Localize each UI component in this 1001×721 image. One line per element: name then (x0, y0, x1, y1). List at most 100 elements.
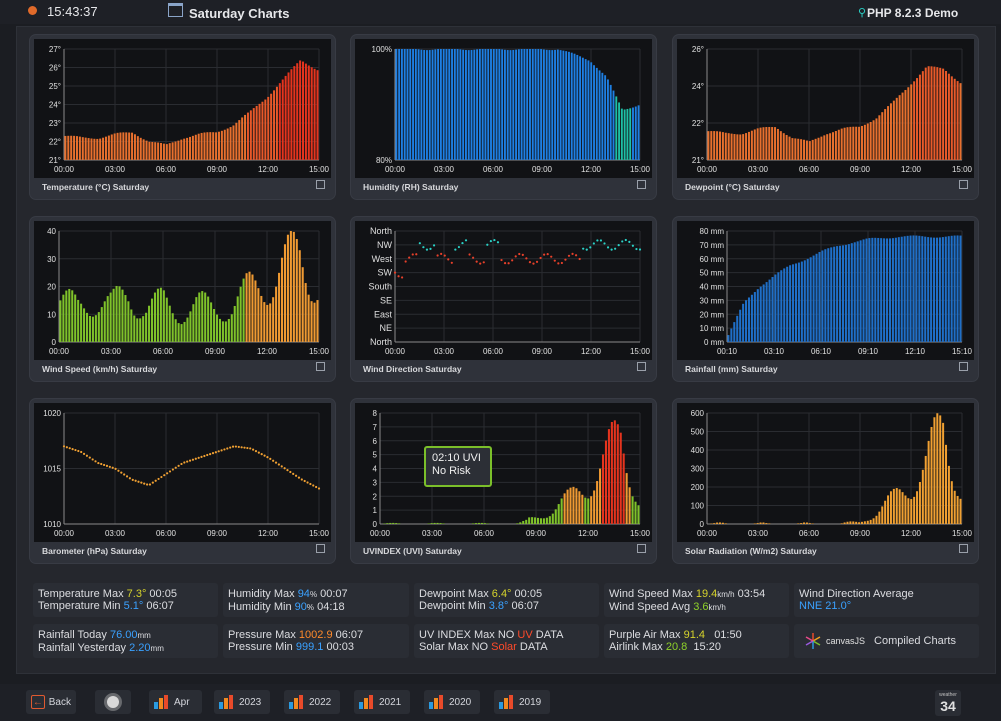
bar (791, 138, 794, 160)
temperature-card: 27° 26° 25° 24° 23° 22° 21° 00:00 03:00 06:00 09:0… (30, 35, 335, 199)
bar (183, 138, 186, 160)
bar (83, 308, 86, 342)
data-point (111, 466, 114, 469)
rainfall-chart-title: Rainfall (mm) Saturday (685, 364, 778, 374)
bar (512, 49, 515, 160)
stat-label: Pressure Min (228, 641, 293, 653)
y-tick-label: 20 (47, 283, 56, 292)
data-point (160, 475, 163, 479)
bar (930, 66, 933, 160)
expand-icon[interactable] (316, 362, 325, 371)
bar (759, 286, 762, 342)
x-tick-label: 00:00 (385, 347, 406, 356)
data-point (610, 248, 613, 251)
stat-time: 04:18 (317, 601, 345, 613)
bar (625, 473, 628, 524)
bar (862, 239, 865, 342)
expand-icon[interactable] (637, 362, 646, 371)
data-point (134, 479, 137, 482)
tooltip-risk: No Risk (432, 465, 471, 477)
year-2021-button[interactable]: 2021 (354, 690, 410, 714)
stat-time: 06:07 (146, 600, 174, 612)
weather34-badge[interactable]: weather 34 (935, 690, 961, 716)
expand-icon[interactable] (637, 544, 646, 553)
bar (516, 523, 519, 524)
bar (945, 444, 948, 524)
expand-icon[interactable] (637, 180, 646, 189)
bar (270, 93, 273, 160)
bar (560, 498, 563, 524)
bar (607, 429, 610, 524)
x-tick-label: 00:00 (697, 529, 718, 538)
year-2020-button[interactable]: 2020 (424, 690, 480, 714)
bar (620, 108, 623, 160)
compiled-charts-link[interactable]: canvasJS Compiled Charts (794, 624, 979, 658)
data-point (120, 471, 123, 474)
y-tick-label: 100% (372, 45, 392, 54)
bar (78, 136, 81, 160)
bar (895, 97, 898, 160)
bar (476, 49, 479, 160)
bar (615, 96, 618, 160)
bar (70, 135, 73, 160)
bar (959, 498, 962, 524)
bar (927, 440, 930, 524)
bar (148, 141, 151, 160)
bar (531, 517, 534, 524)
bar (834, 130, 837, 160)
apr-charts-button[interactable]: Apr (149, 690, 202, 714)
bar (445, 49, 448, 160)
bar (826, 134, 829, 160)
bar (233, 305, 236, 342)
back-button[interactable]: ← Back (26, 690, 76, 714)
bar (891, 238, 894, 342)
bar (65, 290, 68, 342)
data-point (88, 456, 91, 459)
top-bar (0, 0, 1001, 24)
bar (386, 523, 389, 524)
bar (448, 49, 451, 160)
bar (296, 63, 299, 160)
data-point (553, 259, 556, 262)
data-point (617, 244, 620, 247)
year-2019-button[interactable]: 2019 (494, 690, 550, 714)
bar (950, 481, 953, 524)
bar (869, 519, 872, 524)
bar (707, 131, 710, 160)
bar (892, 488, 895, 524)
bar (189, 136, 191, 160)
bar-chart-icon (499, 695, 515, 709)
bar (939, 415, 942, 524)
bar (119, 132, 122, 160)
bar (959, 235, 962, 342)
bar (623, 109, 626, 160)
bar (881, 112, 884, 160)
x-tick-label: 12:10 (905, 347, 926, 356)
bar (316, 300, 319, 342)
stat-value: 7.3° (126, 588, 147, 600)
bar (759, 522, 762, 524)
data-point (74, 448, 77, 452)
expand-icon[interactable] (959, 544, 968, 553)
data-point (624, 238, 627, 242)
expand-icon[interactable] (316, 544, 325, 553)
bar (780, 270, 783, 342)
expand-icon[interactable] (959, 180, 968, 189)
data-point (80, 450, 83, 454)
data-point (450, 261, 453, 264)
bar (716, 522, 719, 524)
expand-icon[interactable] (316, 180, 325, 189)
data-point (443, 254, 446, 257)
year-2022-button[interactable]: 2022 (284, 690, 340, 714)
bar (771, 277, 774, 342)
y-tick-label: 0 (700, 520, 705, 529)
year-2023-button[interactable]: 2023 (214, 690, 270, 714)
expand-icon[interactable] (959, 362, 968, 371)
bar (869, 121, 872, 160)
stat-label: Wind Speed Max (609, 588, 693, 600)
x-tick-label: 00:00 (370, 529, 391, 538)
y-tick-label: 25° (49, 82, 61, 91)
theme-toggle-button[interactable] (95, 690, 131, 714)
x-tick-label: 15:00 (309, 347, 330, 356)
bar (745, 300, 748, 342)
